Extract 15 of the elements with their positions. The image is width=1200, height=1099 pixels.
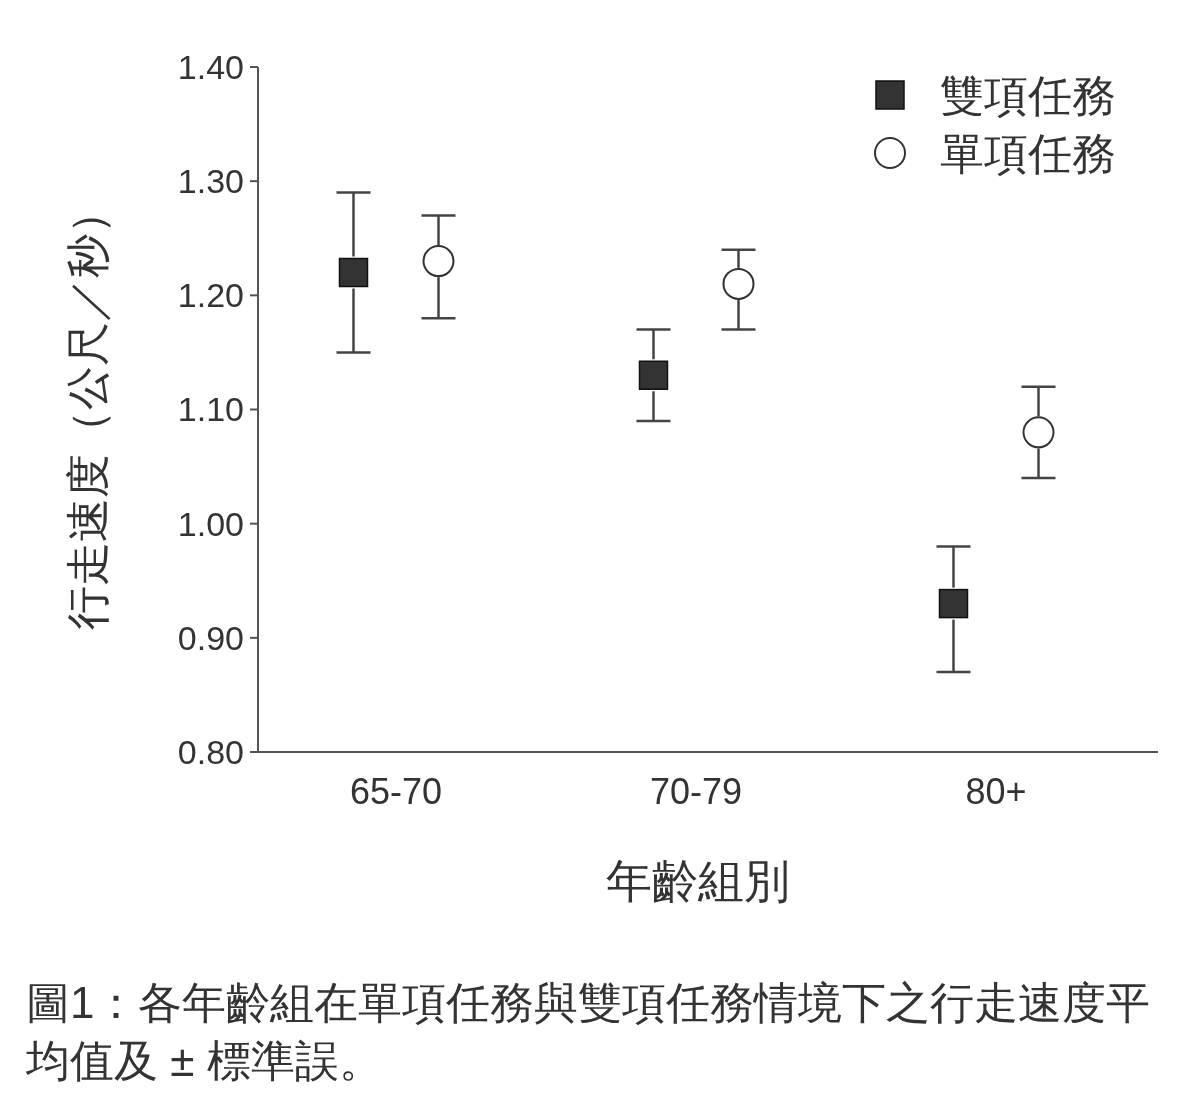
caption: 圖1：各年齡組在單項任務與雙項任務情境下之行走速度平均值及 ± 標準誤。 — [25, 978, 1151, 1085]
x-tick-label: 70-79 — [649, 771, 743, 812]
y-tick-label: 0.90 — [177, 618, 244, 657]
y-tick-label: 0.80 — [177, 732, 244, 771]
y-axis-title: 行走速度（公尺／秒） — [63, 189, 112, 630]
x-tick-label: 80+ — [965, 771, 1027, 812]
y-tick-label: 1.30 — [177, 162, 244, 201]
y-tick-label: 1.10 — [177, 390, 244, 429]
y-tick-label: 1.20 — [177, 276, 244, 315]
y-tick-label: 1.40 — [177, 47, 244, 86]
x-axis-title: 年齡組別 — [606, 855, 790, 907]
legend-label: 單項任務 — [940, 128, 1116, 178]
x-tick-label: 65-70 — [349, 771, 443, 812]
legend-label: 雙項任務 — [940, 70, 1116, 120]
y-tick-label: 1.00 — [177, 504, 244, 543]
